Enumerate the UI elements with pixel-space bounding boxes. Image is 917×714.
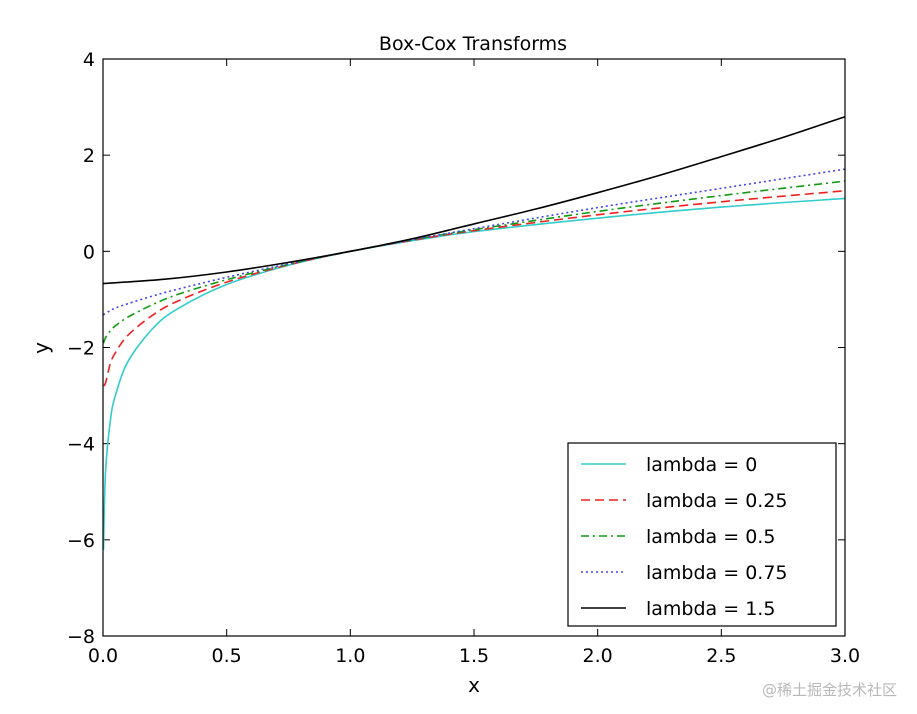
series-layer bbox=[102, 115, 846, 550]
x-tick-label: 1.5 bbox=[459, 645, 489, 667]
legend-label: lambda = 0 bbox=[646, 454, 757, 476]
legend: lambda = 0 lambda = 0.25 lambda = 0.5 lambd… bbox=[567, 442, 837, 627]
chart-title: Box-Cox Transforms bbox=[379, 33, 567, 55]
y-tick-label: −6 bbox=[67, 530, 95, 552]
y-tick-label: 0 bbox=[83, 241, 95, 263]
legend-label: lambda = 1.5 bbox=[646, 598, 775, 620]
series-line-4 bbox=[103, 168, 846, 316]
y-tick-label: −4 bbox=[67, 434, 95, 456]
x-tick-label: 2.0 bbox=[583, 645, 613, 667]
series-line-2 bbox=[102, 189, 846, 387]
legend-label: lambda = 0.25 bbox=[646, 490, 788, 512]
legend-box bbox=[567, 442, 837, 627]
legend-label: lambda = 0.75 bbox=[646, 562, 788, 584]
series-line-5 bbox=[102, 115, 846, 285]
plot-frame bbox=[102, 58, 846, 637]
y-tick-label: 4 bbox=[83, 49, 95, 71]
x-axis-label: x bbox=[468, 673, 480, 697]
x-tick-label: 3.0 bbox=[830, 645, 860, 667]
x-tick-label: 0.5 bbox=[212, 645, 242, 667]
y-tick-label: 2 bbox=[83, 145, 95, 167]
series-line-1 bbox=[102, 197, 846, 550]
watermark: @稀土掘金技术社区 bbox=[761, 681, 897, 699]
x-tick-label: 2.5 bbox=[706, 645, 736, 667]
x-tick-label: 1.0 bbox=[335, 645, 365, 667]
legend-label: lambda = 0.5 bbox=[646, 526, 775, 548]
y-axis-label: y bbox=[29, 342, 53, 354]
y-tick-label: −2 bbox=[67, 338, 95, 360]
series-line-3 bbox=[102, 180, 846, 344]
x-tick-label: 0.0 bbox=[88, 645, 118, 667]
axis-ticks: 0.0 0.5 1.0 1.5 2.0 2.5 3.0 −8 −6 −4 −2 0 2 4 bbox=[67, 49, 860, 667]
y-tick-label: −8 bbox=[67, 626, 95, 648]
